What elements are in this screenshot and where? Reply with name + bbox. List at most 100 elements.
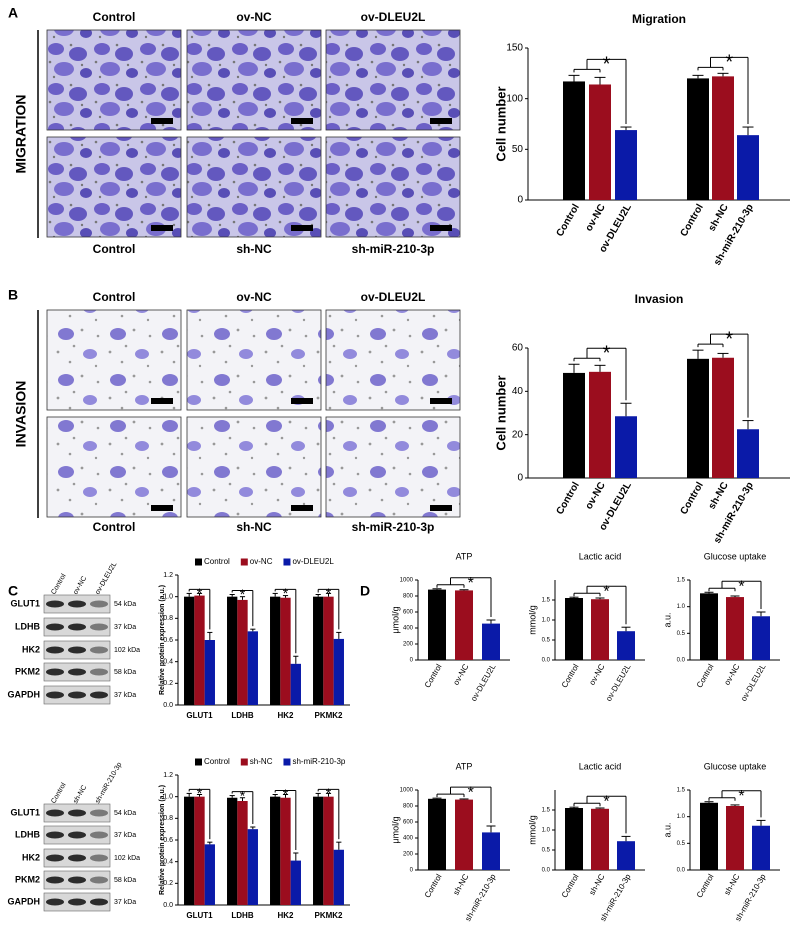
micrograph <box>325 29 461 131</box>
significance-star: * <box>738 788 744 805</box>
micrograph <box>186 29 322 131</box>
scale-bar <box>291 225 313 231</box>
x-tick-label: ov-DLEU2L <box>469 662 498 703</box>
y-tick-label: 0.5 <box>542 848 551 854</box>
micrograph <box>46 416 182 518</box>
significance-star: * <box>603 54 611 76</box>
bar <box>700 593 718 660</box>
y-tick-label: 100 <box>506 93 523 104</box>
significance-star: * <box>468 784 474 801</box>
x-tick-label: LDHB <box>231 911 253 920</box>
column-label: ov-NC <box>236 290 272 304</box>
chart-title: Lactic acid <box>579 761 622 771</box>
blot-band <box>46 646 64 654</box>
bar <box>700 802 718 870</box>
chart-title: Invasion <box>635 292 684 306</box>
chart-title: Migration <box>632 12 686 26</box>
chart-title: Glucose uptake <box>704 761 767 771</box>
protein-label: LDHB <box>15 829 40 839</box>
y-axis-label: Relative protein expression (a.u.) <box>159 785 166 895</box>
y-tick-label: 1.5 <box>542 598 551 604</box>
lane-label: sh-NC <box>72 784 88 805</box>
chart-title: ATP <box>456 551 473 561</box>
column-label: sh-miR-210-3p <box>352 520 435 534</box>
y-tick-label: 1.2 <box>163 572 173 579</box>
y-tick-label: 600 <box>403 610 414 616</box>
column-label: Control <box>93 520 136 534</box>
y-tick-label: 0.0 <box>542 658 551 664</box>
y-tick-label: 1.0 <box>542 618 551 624</box>
bar <box>565 598 583 660</box>
blot-band <box>90 600 108 608</box>
bar <box>280 797 291 905</box>
bar <box>280 597 291 705</box>
y-tick-label: 0.5 <box>542 638 551 644</box>
y-tick-label: 0.0 <box>542 868 551 874</box>
significance-star: * <box>283 786 289 802</box>
significance-star: * <box>240 586 246 602</box>
blot-band <box>68 691 86 699</box>
x-tick-label: Control <box>695 872 716 899</box>
x-tick-label: ov-NC <box>584 480 608 511</box>
size-label: 54 kDa <box>114 601 136 608</box>
bar <box>323 796 334 905</box>
bar <box>726 597 744 660</box>
scale-bar <box>151 398 173 404</box>
y-tick-label: 1.0 <box>163 594 173 601</box>
size-label: 54 kDa <box>114 810 136 817</box>
protein-label: GLUT1 <box>10 807 40 817</box>
y-tick-label: 1.0 <box>677 814 686 820</box>
y-tick-label: 0.0 <box>163 702 173 709</box>
x-tick-label: Control <box>695 662 716 689</box>
scale-bar <box>430 398 452 404</box>
legend-label: sh-NC <box>250 757 273 766</box>
panel-label: D <box>360 583 370 599</box>
legend-swatch <box>240 758 248 766</box>
micrograph <box>46 136 182 238</box>
micrograph <box>325 309 461 411</box>
bar <box>237 599 248 705</box>
x-tick-label: HK2 <box>277 711 294 720</box>
protein-label: LDHB <box>15 621 40 631</box>
bar <box>428 589 446 660</box>
x-tick-label: ov-DLEU2L <box>739 662 768 703</box>
panel-label: C <box>8 583 18 599</box>
legend-swatch <box>283 758 291 766</box>
legend-label: Control <box>204 557 230 566</box>
blot-band <box>46 831 64 839</box>
panel-label: B <box>8 287 18 303</box>
x-tick-label: sh-NC <box>707 480 731 511</box>
significance-star: * <box>738 578 744 595</box>
y-tick-label: 0 <box>410 868 414 874</box>
bar <box>313 596 324 705</box>
blot-band <box>46 854 64 862</box>
bar <box>563 372 585 478</box>
y-tick-label: 0.2 <box>163 680 173 687</box>
column-label: ov-DLEU2L <box>361 290 426 304</box>
bar <box>184 596 195 705</box>
lane-label: Control <box>50 781 68 804</box>
column-label: ov-NC <box>236 10 272 24</box>
x-tick-label: Control <box>560 662 581 689</box>
bar <box>290 860 301 905</box>
legend-swatch <box>283 558 291 566</box>
blot-band <box>90 623 108 631</box>
size-label: 58 kDa <box>114 877 136 884</box>
bar <box>617 631 635 660</box>
protein-label: GAPDH <box>7 896 40 906</box>
bar <box>455 799 473 870</box>
bar <box>313 796 324 905</box>
x-tick-label: GLUT1 <box>186 911 213 920</box>
y-axis-label: mmol/g <box>527 605 537 635</box>
y-tick-label: 1.5 <box>677 788 686 794</box>
scale-bar <box>430 505 452 511</box>
y-tick-label: 20 <box>512 429 524 440</box>
x-tick-label: Control <box>423 872 444 899</box>
y-tick-label: 600 <box>403 820 414 826</box>
significance-star: * <box>240 787 246 803</box>
y-tick-label: 1.0 <box>677 604 686 610</box>
blot-band <box>46 898 64 906</box>
blot-band <box>68 854 86 862</box>
y-tick-label: 0 <box>410 658 414 664</box>
